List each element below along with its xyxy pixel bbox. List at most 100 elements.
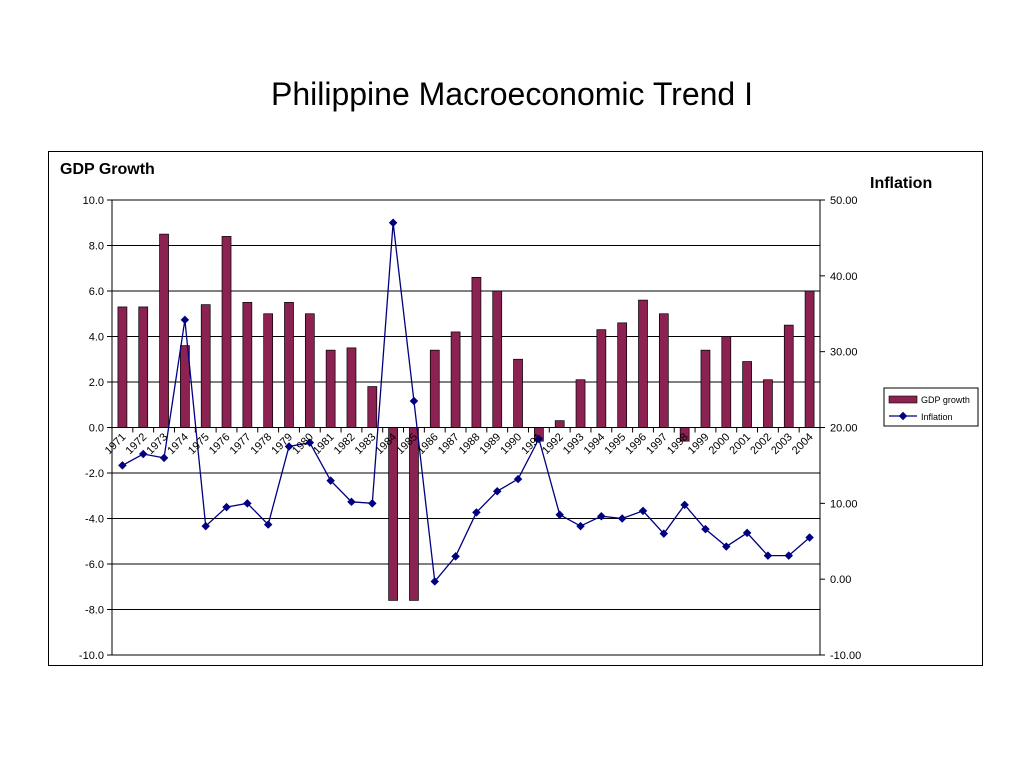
bar-gdp-growth bbox=[138, 306, 149, 428]
point-inflation bbox=[284, 442, 294, 451]
right-tick-label: 10.00 bbox=[830, 498, 858, 510]
bar-gdp-growth bbox=[409, 427, 419, 601]
point-inflation bbox=[784, 551, 794, 560]
bar-gdp-growth bbox=[658, 313, 669, 428]
bar-gdp-growth bbox=[367, 386, 378, 428]
legend-label-gdp: GDP growth bbox=[921, 395, 970, 405]
point-inflation bbox=[722, 542, 731, 551]
bar-gdp-growth bbox=[284, 302, 294, 428]
point-inflation bbox=[326, 476, 335, 485]
x-tick-label: 1990 bbox=[498, 431, 524, 457]
x-tick-label: 1989 bbox=[478, 431, 504, 457]
bar-gdp-growth bbox=[304, 313, 315, 428]
point-inflation bbox=[701, 524, 710, 534]
bar-gdp-growth bbox=[263, 313, 274, 428]
point-inflation bbox=[222, 502, 231, 512]
left-tick-label: 2.0 bbox=[89, 377, 104, 389]
legend-swatch-gdp bbox=[888, 395, 918, 404]
point-inflation bbox=[742, 528, 752, 538]
x-tick-label: 1979 bbox=[269, 431, 295, 457]
line-inflation bbox=[122, 222, 811, 584]
left-tick-label: 4.0 bbox=[89, 332, 104, 344]
bar-gdp-growth bbox=[117, 306, 128, 428]
chart-title: Philippine Macroeconomic Trend I bbox=[270, 76, 753, 112]
right-tick-label: 20.00 bbox=[830, 423, 858, 435]
point-inflation bbox=[118, 461, 127, 470]
bar-gdp-growth bbox=[513, 358, 523, 428]
point-inflation bbox=[159, 453, 169, 463]
bar-gdp-growth bbox=[554, 420, 565, 428]
point-inflation bbox=[597, 511, 606, 521]
chart-frame bbox=[48, 151, 983, 666]
point-inflation bbox=[138, 449, 148, 459]
x-tick-label: 1996 bbox=[623, 431, 649, 457]
left-axis-title: GDP Growth bbox=[60, 161, 155, 178]
point-inflation bbox=[451, 552, 460, 561]
point-inflation bbox=[763, 551, 773, 560]
bar-gdp-growth bbox=[617, 322, 628, 428]
bar-gdp-growth bbox=[242, 302, 253, 428]
legend-marker-inflation bbox=[898, 411, 908, 421]
point-inflation bbox=[555, 510, 564, 519]
left-tick-label: 6.0 bbox=[89, 286, 104, 298]
left-tick-label: 8.0 bbox=[89, 241, 104, 253]
x-tick-label: 1971 bbox=[103, 431, 129, 457]
point-inflation bbox=[659, 529, 669, 538]
x-tick-label: 1995 bbox=[602, 431, 628, 457]
point-inflation bbox=[617, 514, 627, 523]
bar-gdp-growth bbox=[346, 347, 357, 428]
x-tick-label: 1986 bbox=[415, 431, 441, 457]
bar-gdp-growth bbox=[159, 233, 169, 428]
bar-gdp-growth bbox=[763, 379, 773, 428]
bar-gdp-growth bbox=[783, 324, 794, 428]
x-tick-label: 1981 bbox=[311, 431, 337, 457]
x-tick-label: 1988 bbox=[457, 431, 483, 457]
point-inflation bbox=[368, 499, 377, 508]
bar-gdp-growth bbox=[638, 299, 648, 428]
point-inflation bbox=[472, 508, 481, 517]
point-inflation bbox=[680, 500, 689, 510]
x-tick-label: 1997 bbox=[644, 431, 670, 457]
left-tick-label: 10.0 bbox=[83, 195, 104, 207]
right-tick-label: 30.00 bbox=[830, 347, 858, 359]
x-tick-label: 1977 bbox=[228, 431, 254, 457]
legend: GDP growth Inflation bbox=[883, 387, 979, 427]
bar-gdp-growth bbox=[388, 427, 398, 601]
bar-gdp-growth bbox=[804, 290, 815, 428]
bar-gdp-growth bbox=[221, 236, 232, 428]
right-tick-label: 40.00 bbox=[830, 271, 858, 283]
x-tick-label: 2001 bbox=[727, 431, 753, 457]
left-tick-label: -4.0 bbox=[85, 514, 104, 526]
point-inflation bbox=[576, 521, 585, 531]
point-inflation bbox=[388, 218, 398, 227]
point-inflation bbox=[492, 486, 502, 496]
x-tick-label: 1993 bbox=[561, 431, 587, 457]
right-tick-label: 0.00 bbox=[830, 574, 851, 586]
right-tick-label: 50.00 bbox=[830, 195, 858, 207]
x-tick-label: 1976 bbox=[207, 431, 233, 457]
x-tick-label: 2004 bbox=[790, 431, 816, 457]
x-tick-label: 1992 bbox=[540, 431, 566, 457]
bar-gdp-growth bbox=[471, 277, 482, 428]
point-inflation bbox=[347, 497, 356, 507]
legend-label-inflation: Inflation bbox=[921, 412, 953, 422]
bar-gdp-growth bbox=[200, 304, 211, 428]
bar-gdp-growth bbox=[429, 349, 440, 428]
bar-gdp-growth bbox=[492, 290, 503, 428]
x-tick-label: 2003 bbox=[769, 431, 795, 457]
bar-gdp-growth bbox=[721, 336, 732, 428]
bar-gdp-growth bbox=[596, 329, 607, 428]
x-tick-label: 1987 bbox=[436, 431, 462, 457]
bar-gdp-growth bbox=[742, 361, 752, 428]
point-inflation bbox=[534, 434, 544, 444]
point-inflation bbox=[430, 577, 440, 586]
x-tick-label: 2002 bbox=[748, 431, 774, 457]
left-tick-label: -2.0 bbox=[85, 468, 104, 480]
left-tick-label: 0.0 bbox=[89, 423, 104, 435]
right-axis-title: Inflation bbox=[870, 175, 932, 192]
x-tick-label: 2000 bbox=[707, 431, 733, 457]
bar-gdp-growth bbox=[575, 379, 586, 428]
point-inflation bbox=[805, 533, 814, 542]
point-inflation bbox=[180, 315, 190, 325]
